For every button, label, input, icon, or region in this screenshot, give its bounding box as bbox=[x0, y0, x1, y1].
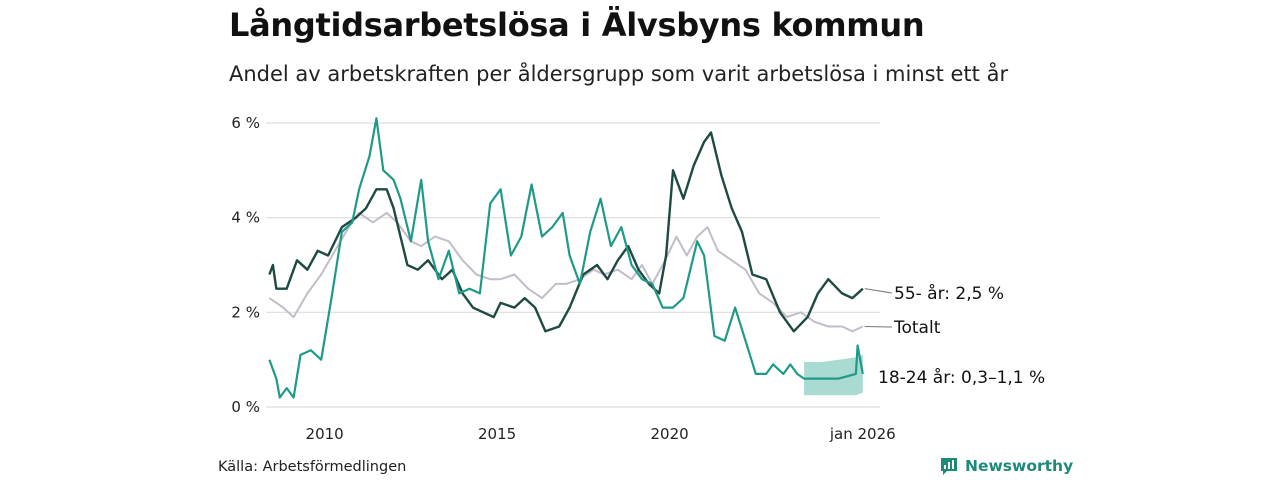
brand-logo: Newsworthy bbox=[939, 456, 1073, 476]
series-end-label: Totalt bbox=[893, 318, 941, 338]
x-tick-label: 2010 bbox=[306, 425, 344, 443]
y-tick-label: 0 % bbox=[231, 398, 260, 416]
y-tick-label: 4 % bbox=[231, 209, 260, 227]
chart-subtitle: Andel av arbetskraften per åldersgrupp s… bbox=[229, 62, 1009, 86]
label-leader-line bbox=[864, 288, 893, 294]
x-tick-label: jan 2026 bbox=[829, 425, 896, 443]
y-tick-label: 6 % bbox=[231, 114, 260, 132]
series-end-label: 18-24 år: 0,3–1,1 % bbox=[878, 367, 1045, 388]
brand-name: Newsworthy bbox=[965, 457, 1074, 475]
newsworthy-logo-icon bbox=[941, 458, 957, 475]
y-tick-label: 2 % bbox=[231, 303, 260, 321]
x-tick-label: 2020 bbox=[650, 425, 688, 443]
x-tick-label: 2015 bbox=[478, 425, 516, 443]
uncertainty-band bbox=[804, 354, 863, 396]
chart-title: Långtidsarbetslösa i Älvsbyns kommun bbox=[229, 6, 925, 44]
series-end-label: 55- år: 2,5 % bbox=[894, 283, 1004, 304]
source-note: Källa: Arbetsförmedlingen bbox=[218, 459, 407, 475]
series-line-age55 bbox=[268, 131, 864, 333]
series-line-total bbox=[268, 211, 864, 333]
series-line-age18-24 bbox=[268, 117, 864, 399]
